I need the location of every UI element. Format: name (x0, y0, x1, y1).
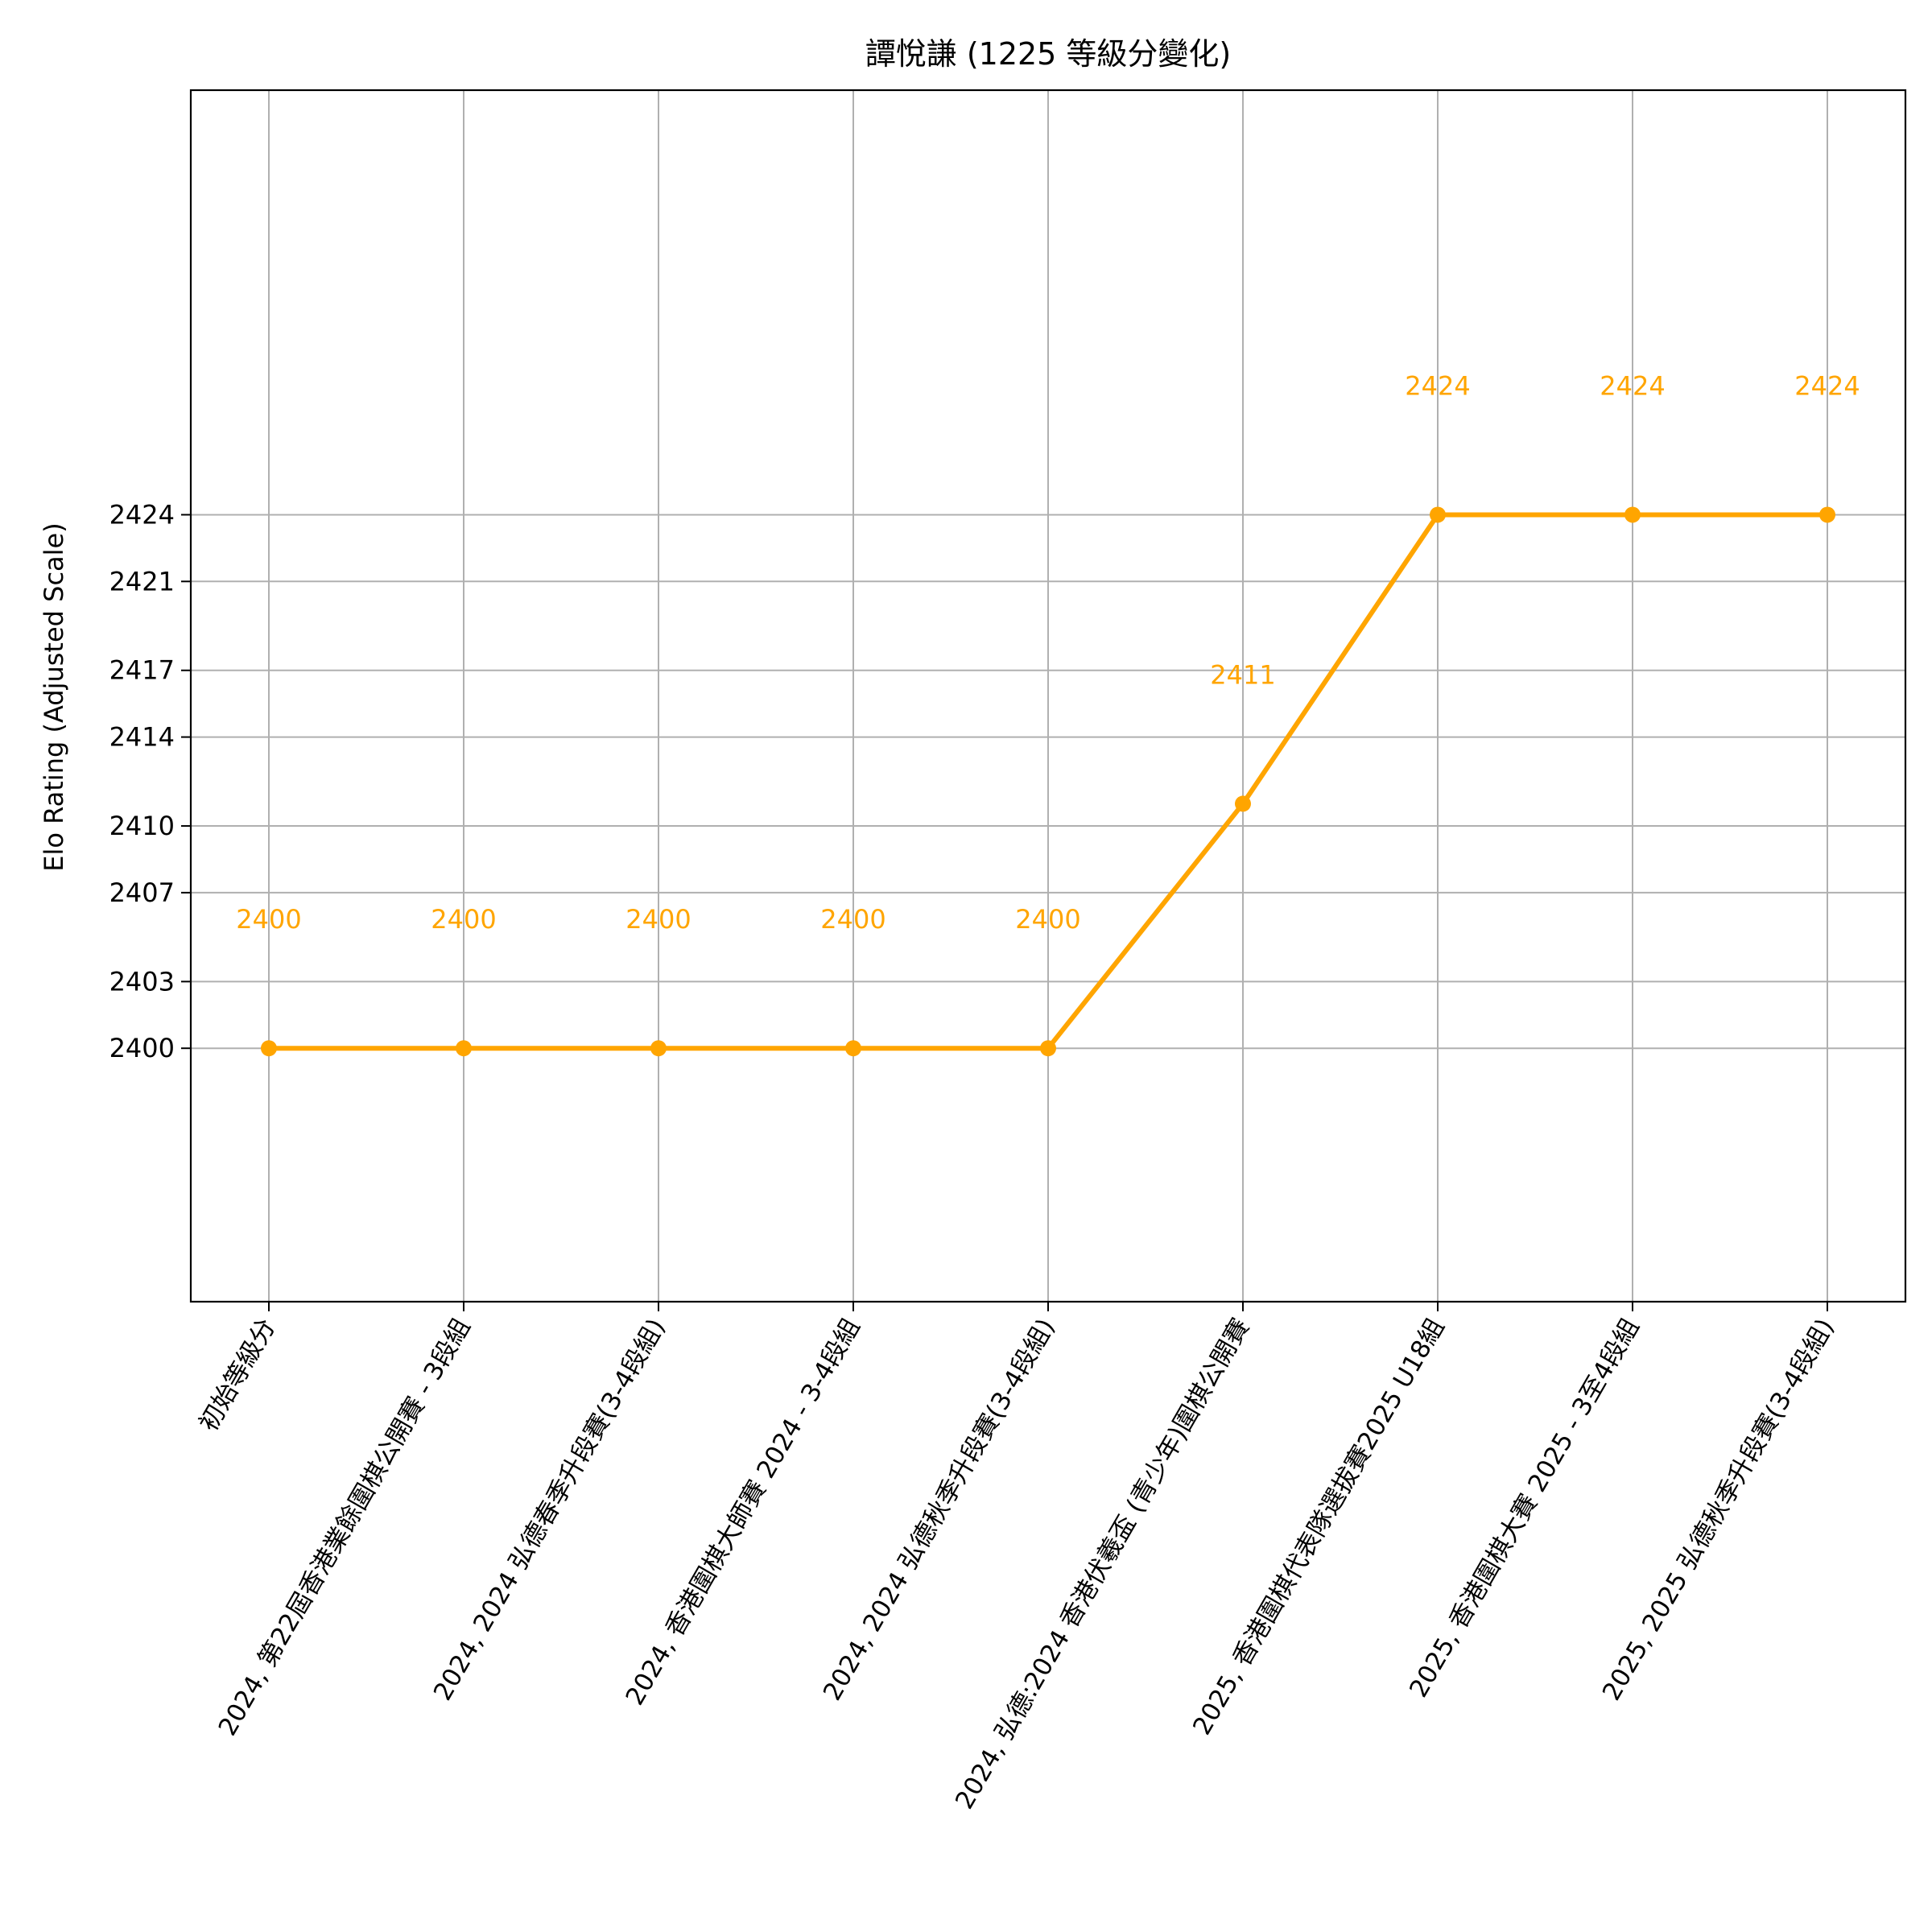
data-label: 2424 (1600, 370, 1665, 401)
y-tick-label: 2414 (109, 722, 175, 753)
data-point (1819, 506, 1835, 523)
data-point (1624, 506, 1641, 523)
data-point (1430, 506, 1446, 523)
data-point (650, 1040, 667, 1057)
data-point (261, 1040, 277, 1057)
y-tick-label: 2400 (109, 1033, 175, 1063)
y-axis-label: Elo Rating (Adjusted Scale) (39, 522, 69, 871)
y-tick-label: 2407 (109, 877, 175, 908)
data-label: 2424 (1405, 370, 1470, 401)
data-label: 2400 (820, 904, 886, 935)
plot-area-frame (189, 89, 1907, 1303)
y-tick-label: 2424 (109, 499, 175, 530)
data-label: 2400 (236, 904, 301, 935)
data-label: 2400 (431, 904, 496, 935)
y-tick-label: 2410 (109, 811, 175, 841)
data-label: 2400 (625, 904, 691, 935)
y-axis: 2400 2403 2407 2410 2414 2417 2421 2424 (109, 499, 191, 1063)
data-label: 2424 (1794, 370, 1860, 401)
data-point (845, 1040, 861, 1057)
data-label: 2400 (1015, 904, 1080, 935)
data-label: 2411 (1210, 659, 1275, 690)
chart-title: 譚悅謙 (1225 等級分變化) (865, 36, 1232, 72)
y-tick-label: 2403 (109, 966, 175, 997)
data-point (1235, 795, 1251, 812)
data-point (1040, 1040, 1056, 1057)
y-tick-label: 2421 (109, 566, 175, 597)
y-tick-label: 2417 (109, 655, 175, 686)
rating-series (261, 506, 1835, 1057)
data-labels: 2400 2400 2400 2400 2400 2411 2424 2424 2424 (236, 370, 1860, 935)
data-point (456, 1040, 472, 1057)
